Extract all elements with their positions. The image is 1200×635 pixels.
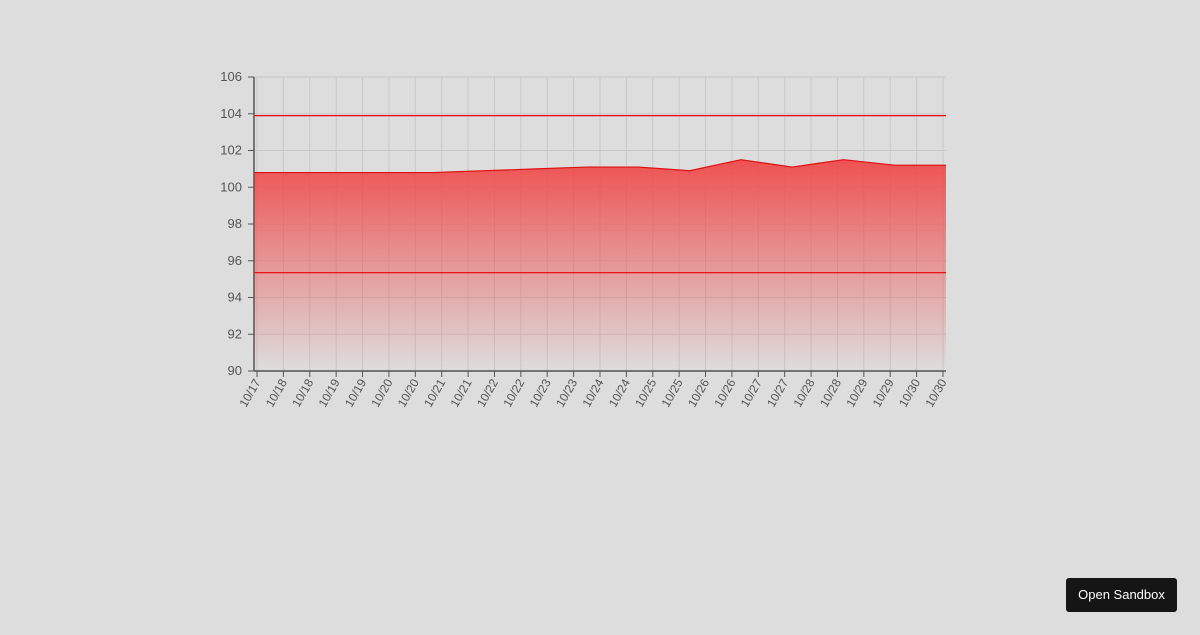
- x-tick-label: 10/25: [659, 376, 686, 409]
- x-tick-label: 10/21: [421, 376, 448, 409]
- x-tick-label: 10/26: [711, 376, 738, 409]
- open-sandbox-button[interactable]: Open Sandbox: [1066, 578, 1177, 612]
- y-ticks: 90 92 94 96 98 100 102 104 106: [220, 69, 254, 378]
- x-tick-label: 10/30: [896, 376, 923, 409]
- x-tick-label: 10/18: [263, 376, 290, 409]
- y-tick-label: 102: [220, 143, 242, 158]
- x-tick-label: 10/25: [632, 376, 659, 409]
- area-fill: [254, 159, 946, 371]
- x-tick-label: 10/19: [342, 376, 369, 409]
- x-tick-label: 10/22: [474, 376, 501, 409]
- x-tick-label: 10/24: [606, 376, 633, 409]
- y-tick-label: 104: [220, 106, 242, 121]
- x-tick-label: 10/20: [395, 376, 422, 409]
- x-tick-label: 10/17: [236, 376, 263, 409]
- y-tick-label: 94: [228, 290, 242, 305]
- x-tick-label: 10/23: [527, 376, 554, 409]
- y-tick-label: 92: [228, 326, 242, 341]
- x-tick-label: 10/29: [843, 376, 870, 409]
- x-tick-label: 10/28: [791, 376, 818, 409]
- x-tick-label: 10/26: [685, 376, 712, 409]
- x-tick-label: 10/28: [817, 376, 844, 409]
- y-tick-label: 96: [228, 253, 242, 268]
- series-line: [254, 159, 946, 174]
- y-tick-label: 100: [220, 179, 242, 194]
- x-ticks: 10/17 10/18 10/18 10/19 10/19 10/20 10/20 10/21…: [236, 371, 950, 410]
- x-tick-label: 10/18: [289, 376, 316, 409]
- x-tick-label: 10/22: [500, 376, 527, 409]
- x-tick-label: 10/27: [764, 376, 791, 409]
- x-tick-label: 10/19: [316, 376, 343, 409]
- x-tick-label: 10/27: [738, 376, 765, 409]
- x-tick-label: 10/24: [579, 376, 606, 409]
- y-tick-label: 98: [228, 216, 242, 231]
- x-tick-label: 10/20: [368, 376, 395, 409]
- x-tick-label: 10/30: [922, 376, 949, 409]
- y-tick-label: 106: [220, 69, 242, 84]
- y-tick-label: 90: [228, 363, 242, 378]
- x-tick-label: 10/29: [870, 376, 897, 409]
- x-tick-label: 10/21: [448, 376, 475, 409]
- x-tick-label: 10/23: [553, 376, 580, 409]
